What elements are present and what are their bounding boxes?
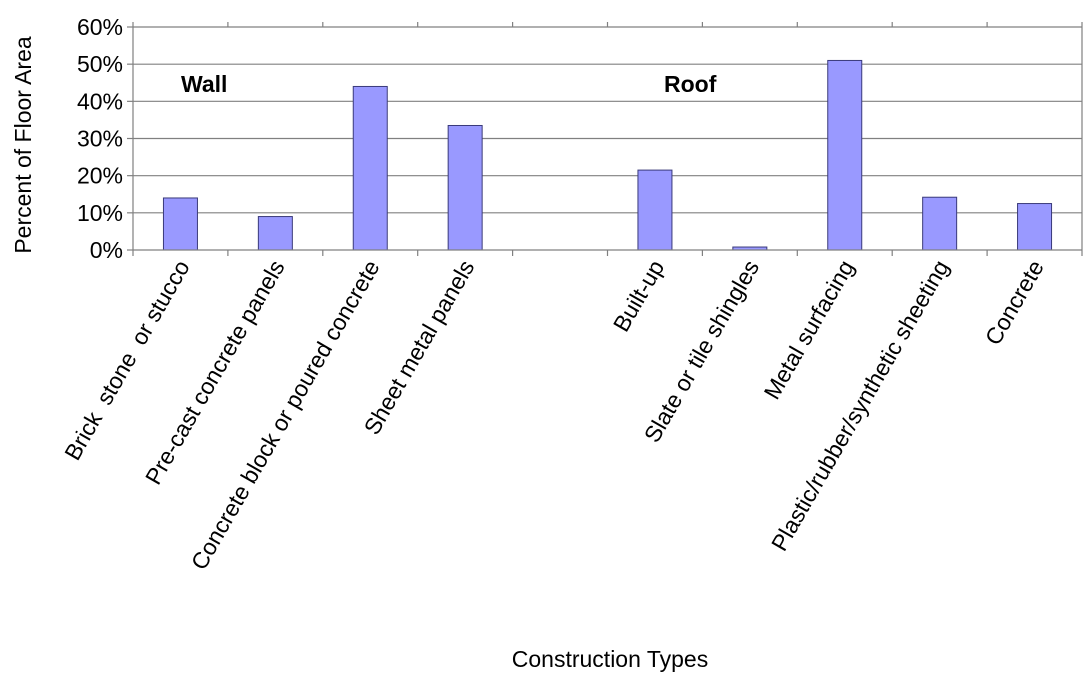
group-label-roof: Roof: [664, 71, 717, 97]
y-tick-label: 20%: [77, 163, 123, 189]
y-tick-label: 50%: [77, 51, 123, 77]
bar: [257, 216, 293, 251]
x-category-label: Concrete block or poured concrete: [186, 256, 385, 575]
bar: [1017, 203, 1053, 251]
gridlines: [133, 26, 1082, 214]
bars: [162, 59, 1053, 251]
axes: [127, 22, 1083, 256]
y-axis-title: Percent of Floor Area: [10, 36, 36, 254]
bar: [352, 85, 388, 251]
y-tick-label: 10%: [77, 200, 123, 226]
bar: [922, 196, 958, 251]
y-tick-labels: 0% 10% 20% 30% 40% 50% 60%: [77, 14, 123, 263]
bar: [447, 124, 483, 251]
y-tick-label: 40%: [77, 88, 123, 114]
y-tick-label: 60%: [77, 14, 123, 40]
x-category-label: Metal surfacing: [759, 256, 860, 404]
y-tick-label: 30%: [77, 126, 123, 152]
bar: [162, 197, 198, 251]
bar: [827, 59, 863, 251]
x-category-label: Sheet metal panels: [359, 256, 480, 440]
y-tick-label: 0%: [90, 237, 123, 263]
x-category-label: Plastic/rubber/synthetic sheeting: [766, 256, 954, 556]
group-label-wall: Wall: [181, 71, 227, 97]
x-axis-title: Construction Types: [512, 646, 708, 672]
x-category-label: Built-up: [608, 256, 670, 337]
bar: [637, 169, 673, 251]
x-category-label: Concrete: [980, 256, 1049, 350]
